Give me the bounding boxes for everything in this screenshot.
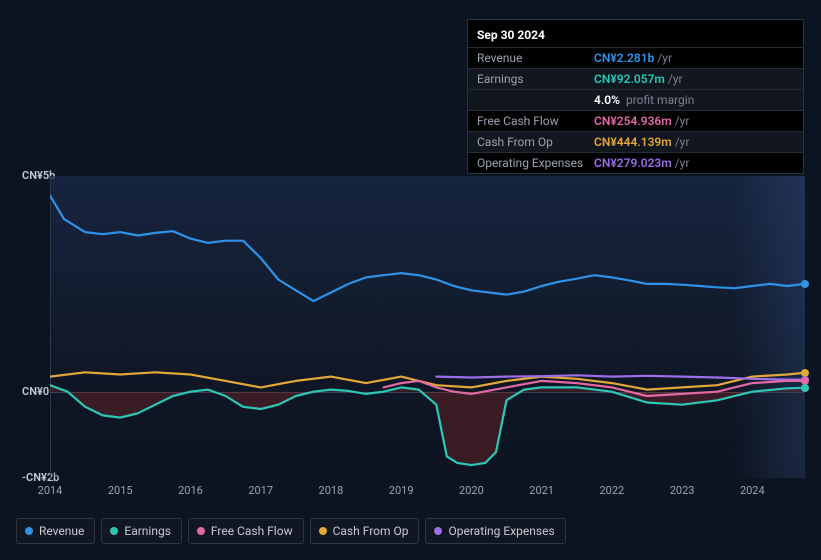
series-end-dot <box>801 280 809 288</box>
tooltip-row: EarningsCN¥92.057m/yr <box>468 68 803 89</box>
legend-item-revenue[interactable]: Revenue <box>16 518 95 544</box>
legend-label: Revenue <box>39 524 84 538</box>
tooltip-metric-label: Earnings <box>477 72 594 86</box>
x-tick-label: 2020 <box>459 484 484 497</box>
tooltip-row: Free Cash FlowCN¥254.936m/yr <box>468 110 803 131</box>
x-tick-label: 2021 <box>529 484 554 497</box>
x-tick-label: 2023 <box>670 484 695 497</box>
chart-lines <box>50 176 805 478</box>
legend-item-operating-expenses[interactable]: Operating Expenses <box>425 518 565 544</box>
legend-label: Earnings <box>124 524 171 538</box>
series-end-dot <box>801 384 809 392</box>
series-line-revenue <box>50 195 805 301</box>
tooltip-metric-value: CN¥2.281b/yr <box>594 51 672 65</box>
tooltip-date: Sep 30 2024 <box>468 26 803 47</box>
tooltip-metric-label: Free Cash Flow <box>477 114 594 128</box>
legend-dot <box>434 527 442 535</box>
series-line-cash-from-op <box>50 372 805 389</box>
legend-label: Cash From Op <box>333 524 409 538</box>
tooltip-subrow: 4.0% profit margin <box>468 89 803 110</box>
legend-dot <box>110 527 118 535</box>
legend-dot <box>319 527 327 535</box>
y-tick-label: CN¥0 <box>22 385 49 398</box>
x-tick-label: 2024 <box>740 484 765 497</box>
chart-legend: Revenue Earnings Free Cash Flow Cash From O… <box>16 518 566 544</box>
legend-dot <box>25 527 33 535</box>
legend-item-earnings[interactable]: Earnings <box>101 518 182 544</box>
x-axis-labels: 2014 2015 2016 2017 2018 2019 2020 2021 2022 2023… <box>0 484 821 502</box>
legend-dot <box>197 527 205 535</box>
x-tick-label: 2019 <box>389 484 414 497</box>
tooltip-row: RevenueCN¥2.281b/yr <box>468 47 803 68</box>
tooltip-row: Cash From OpCN¥444.139m/yr <box>468 131 803 152</box>
legend-item-free-cash-flow[interactable]: Free Cash Flow <box>188 518 304 544</box>
x-tick-label: 2016 <box>178 484 203 497</box>
tooltip-metric-value: CN¥254.936m/yr <box>594 114 689 128</box>
legend-label: Operating Expenses <box>448 524 554 538</box>
chart-plot-area <box>50 176 805 478</box>
legend-label: Free Cash Flow <box>211 524 293 538</box>
x-tick-label: 2018 <box>319 484 344 497</box>
x-tick-label: 2022 <box>599 484 624 497</box>
x-tick-label: 2014 <box>38 484 63 497</box>
tooltip-metric-label: Cash From Op <box>477 135 594 149</box>
financials-chart[interactable]: CN¥5bCN¥0-CN¥2b <box>16 160 805 478</box>
tooltip-metric-value: CN¥92.057m/yr <box>594 72 683 86</box>
data-tooltip: Sep 30 2024 RevenueCN¥2.281b/yrEarningsC… <box>467 19 804 174</box>
tooltip-metric-value: CN¥444.139m/yr <box>594 135 689 149</box>
tooltip-metric-label: Revenue <box>477 51 594 65</box>
x-tick-label: 2015 <box>108 484 133 497</box>
legend-item-cash-from-op[interactable]: Cash From Op <box>310 518 420 544</box>
x-tick-label: 2017 <box>248 484 273 497</box>
